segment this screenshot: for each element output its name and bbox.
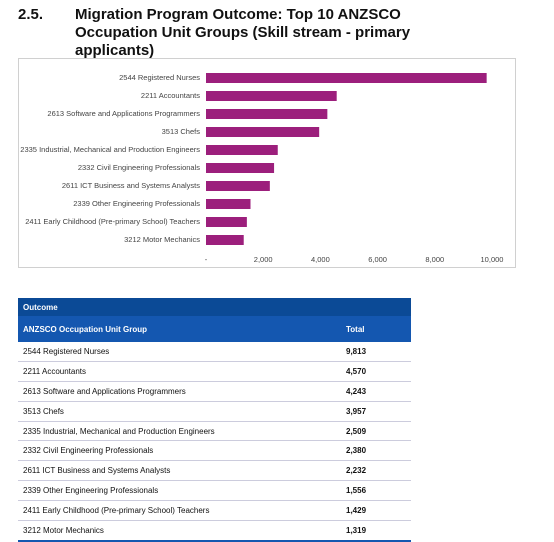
total-cell: 2,380 [341, 440, 411, 462]
occupation-cell: 2613 Software and Applications Programme… [18, 381, 341, 402]
x-tick-label: 8,000 [425, 255, 444, 264]
table-row: 3212 Motor Mechanics 1,319 [18, 520, 411, 542]
table-row: 2339 Other Engineering Professionals 1,55… [18, 480, 411, 502]
y-tick-label: 2411 Early Childhood (Pre-primary School… [25, 217, 200, 226]
total-cell: 2,509 [341, 421, 411, 442]
x-tick-label: 2,000 [254, 255, 273, 264]
bar [206, 109, 328, 119]
bar [206, 235, 244, 245]
caption-row: Outcome [18, 298, 411, 316]
section-title: Migration Program Outcome: Top 10 ANZSCO… [75, 6, 411, 59]
column-header: Total [346, 324, 365, 334]
bar [206, 145, 278, 155]
outcome-table: Outcome ANZSCO Occupation Unit Group Total… [18, 298, 411, 542]
table-row: 2613 Software and Applications Programme… [18, 381, 411, 402]
bar [206, 127, 320, 137]
chart: - 2,000 4,000 6,000 8,000 10,000 2544 Register… [18, 58, 516, 268]
table-row: 2544 Registered Nurses 9,813 [18, 342, 411, 362]
occupation-cell: 2544 Registered Nurses [18, 342, 341, 362]
occupation-cell: 2211 Accountants [18, 361, 341, 382]
table-row: 2332 Civil Engineering Professionals 2,38… [18, 440, 411, 462]
occupation-cell: 2339 Other Engineering Professionals [18, 480, 341, 502]
section-number: 2.5. [18, 6, 44, 23]
occupation-cell: 3513 Chefs [18, 401, 341, 422]
x-tick-label: 10,000 [481, 255, 504, 264]
occupation-cell: 2411 Early Childhood (Pre-primary School… [18, 500, 341, 522]
y-tick-label: 2544 Registered Nurses [119, 73, 200, 82]
bar [206, 73, 487, 83]
y-tick-label: 2211 Accountants [141, 91, 200, 100]
total-cell: 4,243 [341, 381, 411, 402]
y-tick-label: 2339 Other Engineering Professionals [73, 199, 200, 208]
occupation-cell: 2332 Civil Engineering Professionals [18, 440, 341, 462]
total-cell: 4,570 [341, 361, 411, 382]
x-tick-label: 6,000 [368, 255, 387, 264]
total-cell: 9,813 [341, 342, 411, 362]
y-tick-label: 2613 Software and Applications Programme… [47, 109, 200, 118]
column-header: ANZSCO Occupation Unit Group [23, 324, 147, 334]
table-row: 2211 Accountants 4,570 [18, 361, 411, 382]
x-tick-label: 4,000 [311, 255, 330, 264]
y-tick-label: 2611 ICT Business and Systems Analysts [62, 181, 200, 190]
total-cell: 3,957 [341, 401, 411, 422]
occupation-cell: 2335 Industrial, Mechanical and Producti… [18, 421, 341, 442]
bar [206, 217, 247, 227]
table-row: 2611 ICT Business and Systems Analysts 2,… [18, 460, 411, 482]
bar [206, 91, 337, 101]
y-tick-label: 3513 Chefs [162, 127, 201, 136]
total-cell: 2,232 [341, 460, 411, 482]
bar [206, 199, 251, 209]
y-tick-label: 2335 Industrial, Mechanical and Producti… [20, 145, 200, 154]
occupation-cell: 2611 ICT Business and Systems Analysts [18, 460, 341, 482]
bar [206, 163, 275, 173]
y-tick-label: 3212 Motor Mechanics [124, 235, 200, 244]
table-row: 2411 Early Childhood (Pre-primary School… [18, 500, 411, 522]
bar [206, 181, 270, 191]
table-row: 3513 Chefs 3,957 [18, 401, 411, 422]
total-cell: 1,429 [341, 500, 411, 522]
table-row: 2335 Industrial, Mechanical and Producti… [18, 421, 411, 442]
y-tick-label: 2332 Civil Engineering Professionals [78, 163, 200, 172]
x-tick-label: - [205, 255, 208, 264]
occupation-cell: 3212 Motor Mechanics [18, 520, 341, 542]
total-cell: 1,556 [341, 480, 411, 502]
table-caption: Outcome [23, 302, 58, 312]
header-row: ANZSCO Occupation Unit Group Total [18, 316, 411, 342]
total-cell: 1,319 [341, 520, 411, 542]
